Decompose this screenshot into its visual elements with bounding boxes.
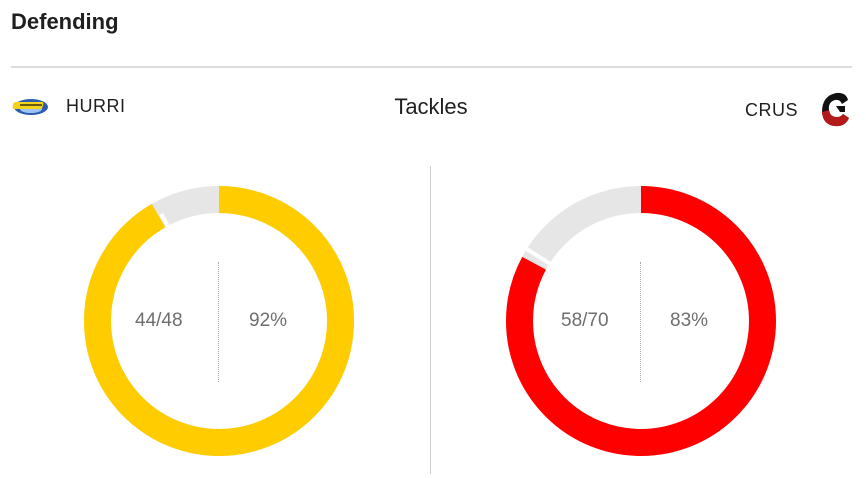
away-tackles-percent: 83% (670, 310, 709, 331)
home-tackles-percent: 92% (249, 310, 288, 331)
section-divider (11, 66, 852, 68)
donut-separator (640, 262, 641, 382)
away-team-name: CRUS (744, 99, 798, 120)
stat-title: Tackles (394, 94, 468, 119)
crusaders-logo-icon (818, 90, 852, 130)
donut-separator (218, 262, 219, 382)
home-team: HURRI (12, 94, 126, 118)
center-divider (430, 166, 431, 474)
home-tackles-donut: 44/48 92% (84, 186, 354, 456)
home-team-name: HURRI (66, 95, 126, 116)
section-title: Defending (11, 9, 119, 34)
home-tackles-fraction: 44/48 (135, 310, 183, 331)
hurricanes-logo-icon (12, 94, 50, 118)
away-tackles-fraction: 58/70 (561, 310, 609, 331)
away-tackles-donut: 58/70 83% (506, 186, 776, 456)
away-team: CRUS (745, 90, 852, 130)
